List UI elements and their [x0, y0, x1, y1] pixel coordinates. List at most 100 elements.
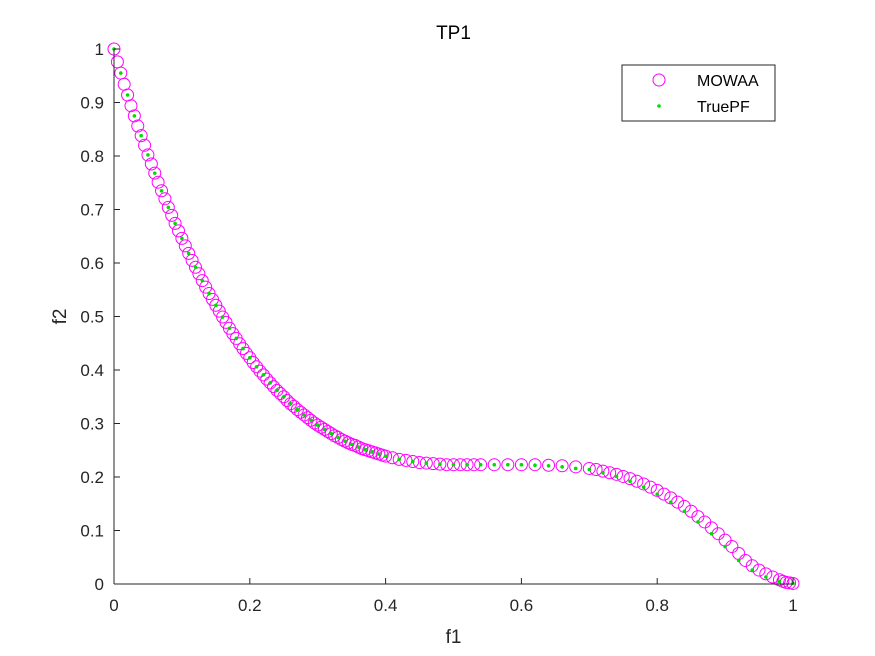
- data-point-mowaa: [273, 387, 287, 401]
- data-point-mowaa: [263, 376, 277, 390]
- data-point-truepf: [370, 450, 374, 454]
- data-point-truepf: [329, 431, 334, 436]
- data-point-truepf: [159, 188, 164, 193]
- data-point-truepf: [336, 435, 340, 440]
- data-point-truepf: [118, 71, 123, 75]
- data-point-truepf: [173, 221, 177, 226]
- data-point-truepf: [723, 544, 727, 549]
- data-point-mowaa: [172, 224, 186, 238]
- legend-box: [621, 64, 776, 122]
- data-point-mowaa: [528, 458, 542, 472]
- data-point-mowaa: [199, 280, 213, 294]
- data-point-truepf: [315, 423, 320, 427]
- y-tick-label: 0.7: [80, 201, 104, 220]
- data-point-truepf: [601, 470, 605, 475]
- data-point-mowaa: [582, 461, 596, 475]
- data-point-truepf: [166, 205, 171, 210]
- x-tick-label: 0: [109, 596, 118, 615]
- data-point-mowaa: [236, 342, 250, 356]
- data-point-truepf: [186, 251, 191, 256]
- data-point-mowaa: [188, 260, 202, 274]
- data-point-truepf: [356, 445, 361, 449]
- data-point-truepf: [587, 467, 592, 472]
- data-point-mowaa: [392, 452, 406, 466]
- data-point-mowaa: [168, 216, 182, 230]
- data-point-truepf: [777, 579, 782, 584]
- data-point-mowaa: [155, 184, 169, 198]
- data-point-truepf: [410, 459, 415, 464]
- data-point-mowaa: [239, 346, 253, 360]
- data-point-truepf: [519, 462, 524, 467]
- data-point-truepf: [248, 355, 252, 360]
- data-point-mowaa: [148, 166, 162, 180]
- x-tick-label: 0.6: [510, 596, 534, 615]
- data-point-mowaa: [195, 274, 209, 288]
- data-point-truepf: [377, 452, 381, 456]
- y-tick-label: 0.6: [80, 254, 104, 273]
- data-point-truepf: [139, 133, 143, 138]
- data-point-mowaa: [555, 459, 569, 473]
- y-ticks: 0 0.1 0.2 0.3 0.4 0.5 0.6 0.7 0.8 0.9 1: [80, 40, 120, 594]
- x-tick-label: 0.2: [238, 596, 262, 615]
- data-point-mowaa: [304, 413, 318, 427]
- x-ticks: 0 0.2 0.4 0.6 0.8 1: [109, 578, 798, 615]
- data-point-truepf: [132, 114, 137, 118]
- data-point-mowaa: [226, 327, 240, 341]
- data-point-truepf: [261, 373, 266, 377]
- data-point-mowaa: [124, 99, 138, 113]
- data-point-truepf: [241, 346, 245, 351]
- data-point-mowaa: [331, 430, 345, 444]
- data-point-truepf: [363, 447, 368, 452]
- chart-title: TP1: [436, 23, 471, 44]
- data-point-mowaa: [759, 567, 773, 581]
- y-tick-label: 0: [95, 575, 104, 594]
- data-point-truepf: [207, 291, 211, 296]
- data-point-mowaa: [542, 458, 556, 472]
- data-point-truepf: [750, 568, 755, 572]
- data-point-truepf: [397, 457, 401, 462]
- data-point-mowaa: [250, 360, 264, 374]
- data-point-mowaa: [158, 192, 172, 206]
- data-point-truepf: [546, 463, 551, 468]
- data-point-truepf: [641, 485, 646, 489]
- y-tick-label: 1: [95, 40, 104, 59]
- data-point-mowaa: [569, 460, 583, 474]
- data-point-mowaa: [324, 427, 338, 441]
- data-point-truepf: [465, 462, 469, 467]
- legend-marker-truepf: [657, 104, 661, 108]
- data-point-mowaa: [317, 422, 331, 436]
- data-point-truepf: [152, 171, 157, 175]
- legend-marker-mowaa: [652, 73, 666, 87]
- data-point-mowaa: [151, 175, 165, 189]
- data-point-mowaa: [165, 208, 179, 222]
- data-point-mowaa: [131, 119, 145, 133]
- data-point-mowaa: [786, 576, 800, 590]
- data-point-mowaa: [474, 458, 488, 472]
- data-point-mowaa: [379, 449, 393, 463]
- data-point-truepf: [438, 462, 442, 466]
- data-point-truepf: [424, 461, 429, 465]
- data-point-mowaa: [623, 472, 637, 486]
- data-point-mowaa: [297, 408, 311, 422]
- data-point-truepf: [220, 315, 225, 319]
- y-tick-label: 0.9: [80, 94, 104, 113]
- y-tick-label: 0.4: [80, 361, 104, 380]
- x-axis-label: f1: [446, 627, 462, 648]
- data-point-truepf: [533, 463, 537, 468]
- y-tick-label: 0.5: [80, 308, 104, 327]
- data-point-truepf: [125, 93, 130, 97]
- data-point-truepf: [492, 462, 497, 467]
- data-point-truepf: [268, 381, 272, 385]
- data-point-truepf: [383, 454, 388, 458]
- data-point-truepf: [614, 474, 619, 479]
- data-point-mowaa: [609, 467, 623, 481]
- data-point-mowaa: [290, 403, 304, 417]
- data-point-truepf: [146, 153, 150, 157]
- data-point-mowaa: [267, 380, 281, 394]
- x-tick-label: 0.8: [645, 596, 669, 615]
- data-point-truepf: [709, 531, 714, 536]
- data-point-truepf: [655, 492, 659, 496]
- data-point-truepf: [628, 479, 632, 484]
- data-point-mowaa: [321, 425, 335, 439]
- data-point-truepf: [451, 462, 456, 467]
